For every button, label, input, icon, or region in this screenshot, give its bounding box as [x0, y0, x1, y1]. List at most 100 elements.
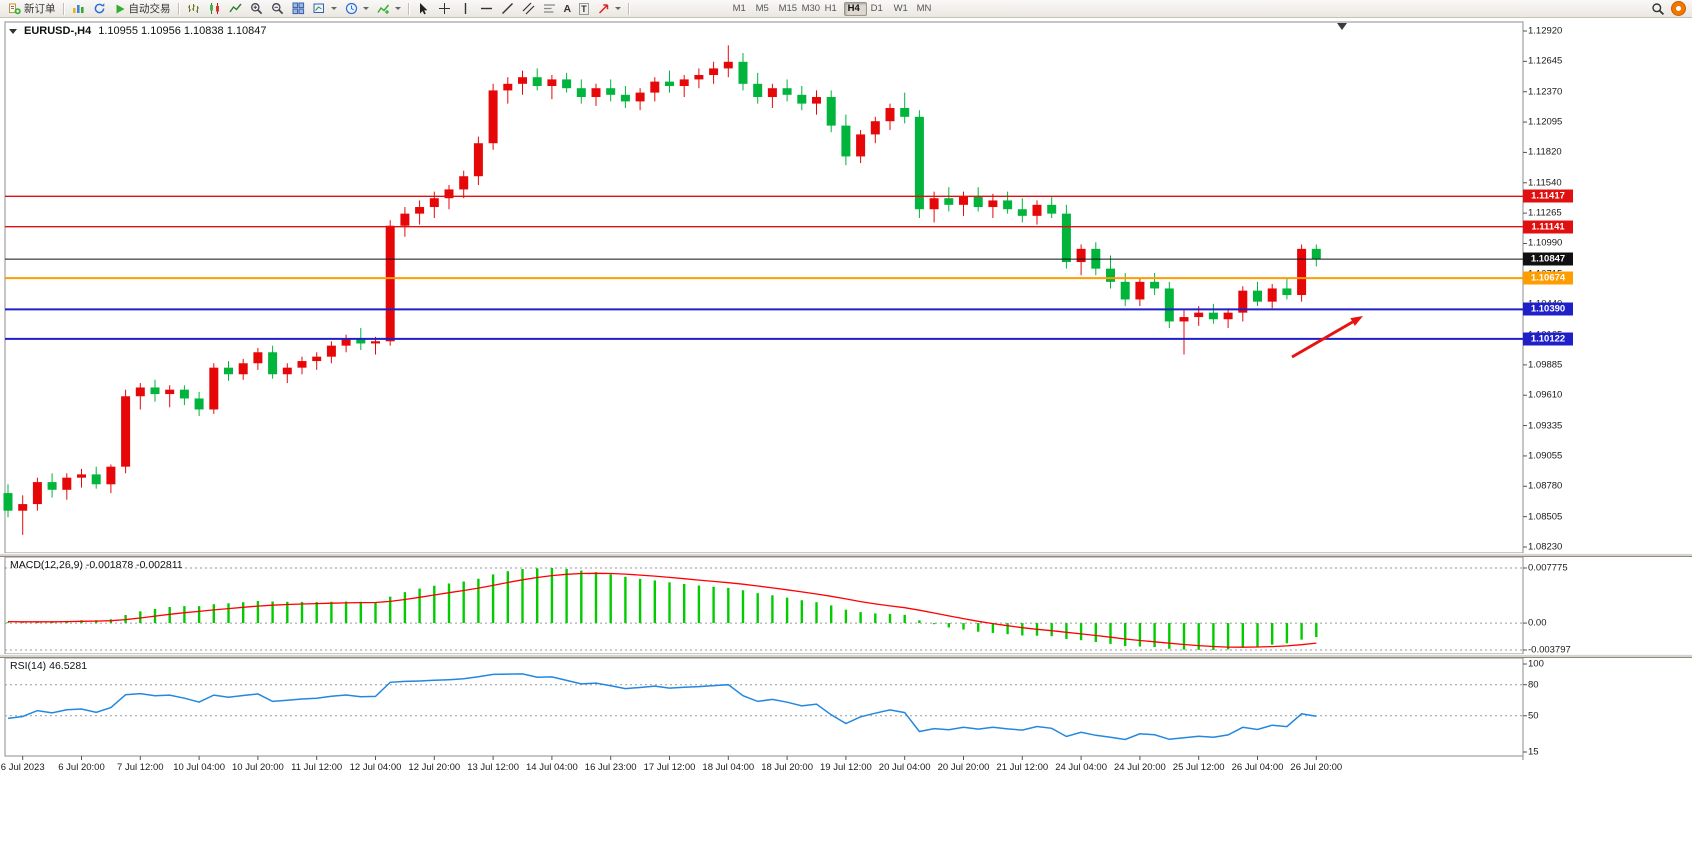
panel-border [4, 657, 1524, 757]
clock-icon [345, 2, 357, 15]
candle-body [709, 68, 719, 76]
panel-splitter[interactable] [0, 553, 1692, 557]
timeframe-m15-button[interactable]: M15 [775, 2, 798, 16]
auto-trading-icon [116, 4, 124, 13]
new-chart-button[interactable] [309, 1, 341, 17]
channel-icon [522, 2, 534, 15]
candle-body [679, 79, 689, 87]
timeframe-m5-button[interactable]: M5 [752, 2, 775, 16]
candle-body [62, 477, 72, 490]
market-watch-button[interactable] [68, 1, 89, 17]
line-chart-button[interactable] [225, 1, 246, 17]
candle-body [1061, 213, 1071, 263]
candle-body [18, 504, 28, 511]
candle-body [1297, 248, 1307, 296]
label-tool-button[interactable]: T [575, 1, 593, 17]
channel-tool-button[interactable] [518, 1, 539, 17]
toolbar-right [1651, 1, 1688, 16]
candle-body [385, 225, 395, 342]
candle-body [988, 200, 998, 208]
candle-body [518, 77, 527, 84]
new-order-button[interactable]: 新订单 [4, 1, 60, 17]
candle-body [312, 356, 322, 362]
separator [62, 2, 65, 15]
separator [407, 2, 410, 15]
bar-chart-button[interactable] [183, 1, 204, 17]
candle-body [841, 125, 851, 157]
candle-body [341, 339, 351, 346]
panel-border [4, 556, 1524, 655]
horizontal-line-tool-button[interactable] [476, 1, 497, 17]
candle-body [1003, 200, 1013, 210]
candlestick-chart-icon [209, 3, 219, 14]
candle-body [356, 339, 366, 344]
candle-body [900, 108, 910, 117]
candle-body [238, 363, 248, 375]
candle-body [106, 466, 116, 485]
timeframe-m30-button[interactable]: M30 [798, 2, 821, 16]
candle-body [3, 493, 13, 511]
trend-arrow-annotation[interactable] [1291, 316, 1363, 359]
candle-body [1047, 204, 1057, 214]
timeframe-h1-button[interactable]: H1 [821, 2, 844, 16]
label-tool-label: T [579, 2, 589, 15]
panel-splitter[interactable] [0, 654, 1692, 658]
candle-body [209, 367, 219, 410]
text-tool-button[interactable]: A [560, 1, 576, 17]
trendline-tool-button[interactable] [497, 1, 518, 17]
dropdown-caret [394, 7, 401, 10]
dropdown-caret [614, 7, 621, 10]
tile-windows-icon [292, 2, 304, 15]
timeframe-d1-button[interactable]: D1 [867, 2, 890, 16]
candle-body [1282, 288, 1292, 296]
candle-body [532, 77, 542, 87]
notification-badge[interactable] [1671, 1, 1686, 16]
timeframe-h4-button[interactable]: H4 [843, 1, 867, 16]
candle-body [1150, 281, 1160, 289]
candle-body [371, 341, 380, 344]
separator [177, 2, 180, 15]
candle-body [121, 396, 131, 467]
candle-body [885, 108, 895, 122]
arrows-tool-button[interactable] [593, 1, 625, 17]
chart-shift-marker[interactable] [1337, 23, 1347, 30]
period-clock-button[interactable] [341, 1, 373, 17]
candle-body [797, 94, 807, 104]
candle-body [738, 61, 748, 84]
candle-body [253, 352, 263, 364]
refresh-button[interactable] [89, 1, 110, 17]
timeframe-mn-button[interactable]: MN [913, 2, 936, 16]
cursor-tool-button[interactable] [413, 1, 434, 17]
candle-body [47, 482, 57, 490]
candle-body [1135, 281, 1145, 300]
candlesticks [3, 45, 1321, 535]
separator [627, 2, 630, 15]
candle-body [767, 88, 777, 98]
candle-body [1106, 268, 1115, 282]
zoom-out-button[interactable] [267, 1, 288, 17]
candle-body [914, 116, 924, 210]
crosshair-tool-button[interactable] [434, 1, 455, 17]
timeframe-w1-button[interactable]: W1 [890, 2, 913, 16]
indicators-button[interactable] [373, 1, 405, 17]
zoom-in-button[interactable] [246, 1, 267, 17]
auto-trading-button[interactable]: 自动交易 [110, 1, 175, 17]
new-order-label: 新订单 [24, 3, 56, 15]
vertical-line-tool-button[interactable] [455, 1, 476, 17]
candle-body [488, 90, 498, 144]
zoom-out-icon [271, 3, 283, 15]
timeframe-m1-button[interactable]: M1 [729, 2, 752, 16]
fibonacci-tool-button[interactable] [539, 1, 560, 17]
candle-body [415, 207, 425, 214]
search-icon[interactable] [1651, 2, 1665, 16]
candle-body [620, 94, 630, 102]
candlestick-chart-button[interactable] [204, 1, 225, 17]
crosshair-icon [438, 3, 450, 14]
candle-body [1208, 312, 1218, 320]
candle-body [326, 345, 336, 357]
vertical-line-icon [464, 3, 466, 14]
bar-chart-icon [187, 4, 199, 13]
tile-windows-button[interactable] [288, 1, 309, 17]
